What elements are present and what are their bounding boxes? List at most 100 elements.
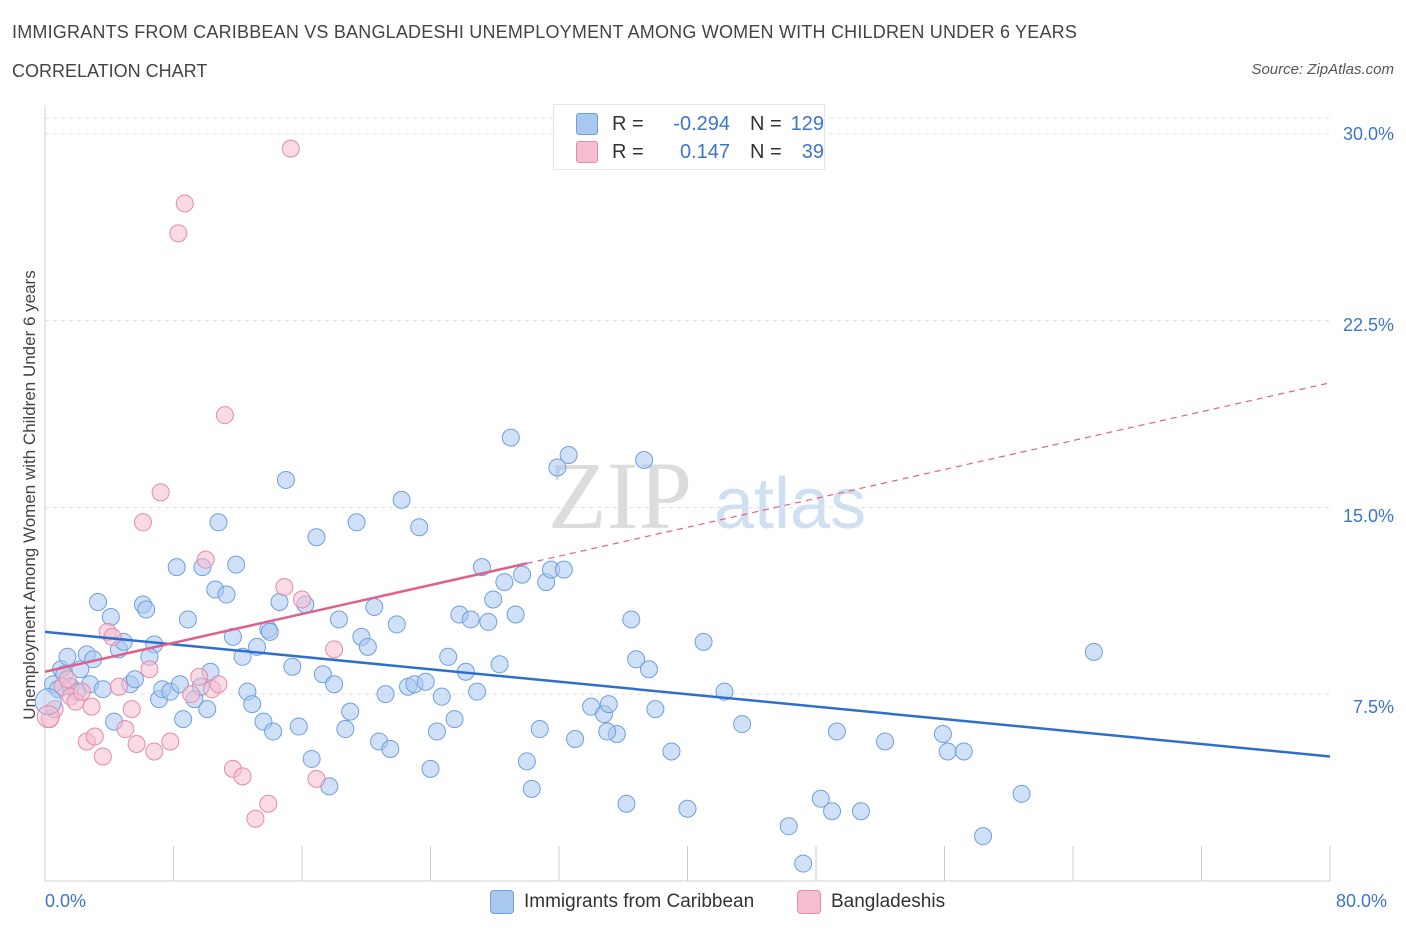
y-axis-label: Unemployment Among Women with Children U… xyxy=(20,270,39,720)
caribbean-point xyxy=(170,675,189,694)
caribbean-point xyxy=(1012,784,1031,803)
caribbean-point xyxy=(392,490,411,509)
caribbean-point xyxy=(217,585,236,604)
legend-label: Immigrants from Caribbean xyxy=(524,891,755,912)
caribbean-point xyxy=(283,657,302,676)
caribbean-point xyxy=(938,742,957,761)
caribbean-point xyxy=(694,632,713,651)
caribbean-point xyxy=(410,518,429,537)
n-label: N = xyxy=(750,112,782,135)
caribbean-point xyxy=(678,799,697,818)
caribbean-point xyxy=(289,717,308,736)
bangladeshi-point xyxy=(145,742,164,761)
legend-label: Bangladeshis xyxy=(831,891,946,912)
caribbean-point xyxy=(522,779,541,798)
bangladeshi-point xyxy=(190,667,209,686)
caribbean-point xyxy=(461,610,480,629)
caribbean-point xyxy=(662,742,681,761)
r-value: -0.294 xyxy=(673,112,730,135)
caribbean-point xyxy=(313,665,332,684)
caribbean-point xyxy=(851,802,870,821)
bangladeshi-point xyxy=(182,685,201,704)
caribbean-point xyxy=(484,590,503,609)
bangladeshi-point xyxy=(246,809,265,828)
caribbean-point xyxy=(627,650,646,669)
caribbean-point xyxy=(530,720,549,739)
bangladeshi-point xyxy=(209,675,228,694)
x-tick-label: 80.0% xyxy=(1336,891,1388,911)
bangladeshi-point xyxy=(116,720,135,739)
caribbean-point xyxy=(439,647,458,666)
legend-item-caribbean: Immigrants from Caribbean xyxy=(490,888,754,916)
bangladeshi-trend-extension xyxy=(526,382,1331,564)
caribbean-point xyxy=(421,759,440,778)
bangladeshi-point xyxy=(85,727,104,746)
bangladeshi-point xyxy=(93,747,112,766)
bangladeshi-point xyxy=(109,677,128,696)
r-label: R = xyxy=(612,140,644,163)
bangladeshi-point xyxy=(169,224,188,243)
caribbean-trend-line xyxy=(44,630,1331,758)
caribbean-point xyxy=(137,600,156,619)
source-note: Source: ZipAtlas.com xyxy=(1251,61,1394,78)
bangladeshi-point xyxy=(175,194,194,213)
caribbean-point xyxy=(974,827,993,846)
caribbean-swatch xyxy=(576,113,598,135)
caribbean-point xyxy=(598,722,617,741)
caribbean-point xyxy=(243,695,262,714)
caribbean-legend-swatch xyxy=(490,890,514,914)
bangladeshi-point xyxy=(133,513,152,532)
bangladeshi-point xyxy=(325,640,344,659)
caribbean-point xyxy=(270,593,289,612)
caribbean-point xyxy=(513,565,532,584)
bangladeshi-point xyxy=(161,732,180,751)
caribbean-point xyxy=(811,789,830,808)
r-value: 0.147 xyxy=(679,140,730,163)
caribbean-point xyxy=(635,451,654,470)
caribbean-point xyxy=(381,739,400,758)
axes xyxy=(44,105,1331,882)
y-tick-label: 22.5% xyxy=(1342,315,1394,335)
bangladeshi-point xyxy=(259,794,278,813)
caribbean-point xyxy=(427,722,446,741)
bangladeshi-trend-line xyxy=(44,562,528,673)
caribbean-point xyxy=(495,573,514,592)
bangladeshi-point xyxy=(233,767,252,786)
bangladeshi-point xyxy=(72,682,91,701)
chart-subtitle: CORRELATION CHART xyxy=(12,61,208,81)
bangladeshi-point xyxy=(196,550,215,569)
bangladeshi-point xyxy=(127,734,146,753)
caribbean-point xyxy=(276,470,295,489)
bangladeshi-point xyxy=(140,660,159,679)
n-value: 129 xyxy=(790,112,824,135)
caribbean-point xyxy=(823,802,842,821)
caribbean-point xyxy=(779,817,798,836)
caribbean-point xyxy=(387,615,406,634)
bangladeshi-point xyxy=(58,670,77,689)
caribbean-point xyxy=(416,672,435,691)
bangladeshi-point xyxy=(275,578,294,597)
caribbean-point xyxy=(445,710,464,729)
bangladeshi-point xyxy=(215,406,234,425)
r-label: R = xyxy=(612,112,644,135)
caribbean-point xyxy=(209,513,228,532)
bangladeshi-point xyxy=(151,483,170,502)
caribbean-point xyxy=(490,655,509,674)
caribbean-point xyxy=(468,682,487,701)
caribbean-point xyxy=(365,597,384,616)
bangladeshi-point xyxy=(122,700,141,719)
caribbean-point xyxy=(302,749,321,768)
bangladeshi-legend-swatch xyxy=(797,890,821,914)
caribbean-point xyxy=(58,647,77,666)
chart-title: IMMIGRANTS FROM CARIBBEAN VS BANGLADESHI… xyxy=(12,22,1078,42)
caribbean-point xyxy=(260,622,279,641)
caribbean-point xyxy=(1084,642,1103,661)
grid-lines xyxy=(45,117,1330,695)
stats-row-caribbean: R = -0.294 N = 129 xyxy=(576,110,824,138)
caribbean-point xyxy=(325,675,344,694)
bangladeshi-point xyxy=(36,705,60,729)
caribbean-point xyxy=(554,560,573,579)
x-tick-label: 0.0% xyxy=(45,891,87,911)
bangladeshi-point xyxy=(82,697,101,716)
caribbean-point xyxy=(733,715,752,734)
